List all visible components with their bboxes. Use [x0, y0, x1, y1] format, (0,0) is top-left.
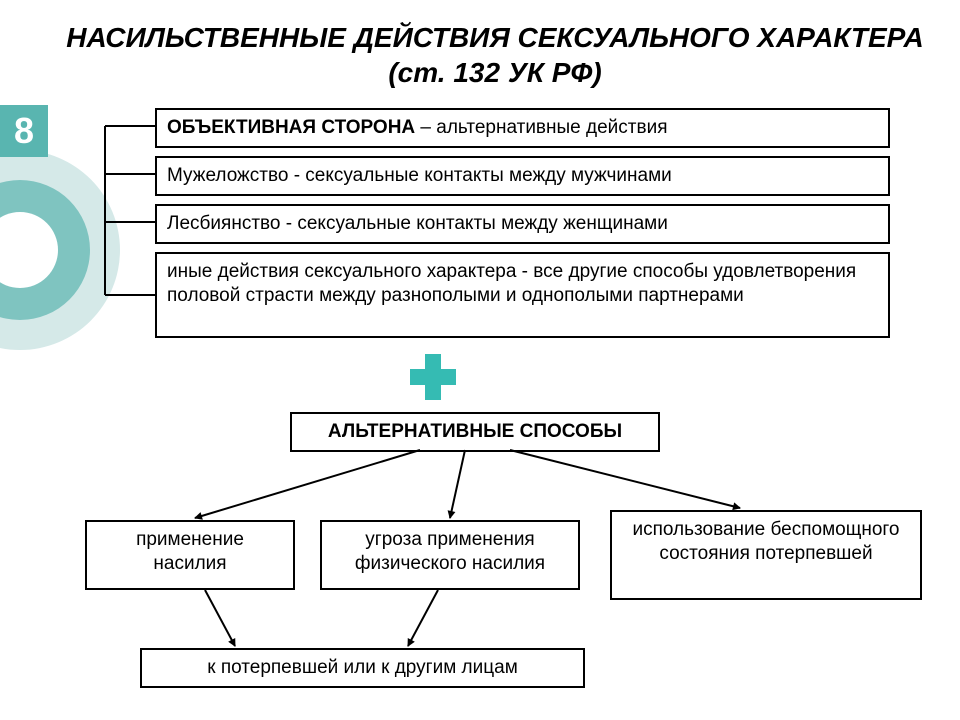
- bottom-option-2: угроза применения физического насилия: [320, 520, 580, 590]
- bottom-option-1: применение насилия: [85, 520, 295, 590]
- top-item-1: Мужеложство - сексуальные контакты между…: [155, 156, 890, 196]
- objective-side-header: ОБЪЕКТИВНАЯ СТОРОНА – альтернативные дей…: [155, 108, 890, 148]
- page-title: НАСИЛЬСТВЕННЫЕ ДЕЙСТВИЯ СЕКСУАЛЬНОГО ХАР…: [60, 20, 930, 90]
- alternative-methods-label: АЛЬТЕРНАТИВНЫЕ СПОСОБЫ: [328, 421, 622, 442]
- bottom-option-3: использование беспомощного состояния пот…: [610, 510, 922, 600]
- alternative-methods-box: АЛЬТЕРНАТИВНЫЕ СПОСОБЫ: [290, 412, 660, 452]
- objective-side-rest: – альтернативные действия: [415, 117, 667, 138]
- objective-side-strong: ОБЪЕКТИВНАЯ СТОРОНА: [167, 117, 415, 138]
- top-item-2: Лесбиянство - сексуальные контакты между…: [155, 204, 890, 244]
- plus-icon: [410, 354, 456, 400]
- final-box: к потерпевшей или к другим лицам: [140, 648, 585, 688]
- decorative-circles: [0, 140, 130, 360]
- top-item-3: иные действия сексуального характера - в…: [155, 252, 890, 338]
- slide-number-badge: 8: [0, 105, 48, 157]
